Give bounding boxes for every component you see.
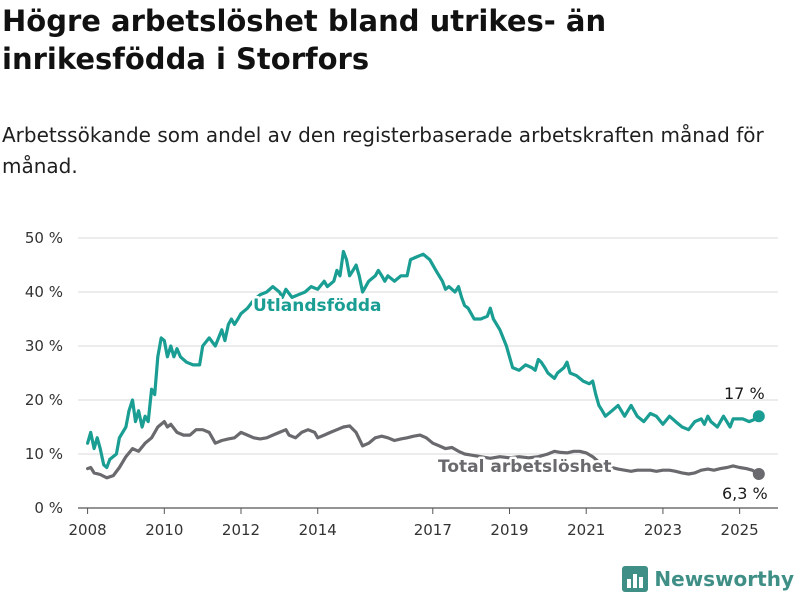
brand-name: Newsworthy	[654, 567, 794, 591]
x-tick-label: 2025	[721, 521, 759, 539]
newsworthy-logo: Newsworthy	[622, 566, 794, 592]
end-point-foreign	[752, 410, 765, 423]
y-tick-label: 50 %	[25, 229, 63, 247]
end-label-foreign: 17 %	[724, 384, 765, 403]
y-tick-label: 30 %	[25, 337, 63, 355]
x-tick-label: 2019	[490, 521, 528, 539]
series-line-foreign	[86, 249, 761, 470]
x-tick-label: 2008	[68, 521, 106, 539]
y-axis-ticks: 0 % 10 % 20 % 30 % 40 % 50 %	[25, 229, 63, 517]
series-line-total	[86, 420, 761, 480]
x-tick-label: 2014	[299, 521, 337, 539]
gridlines	[78, 237, 778, 509]
series-label-foreign: Utlandsfödda	[253, 296, 382, 316]
y-tick-label: 40 %	[25, 283, 63, 301]
x-tick-label: 2017	[414, 521, 452, 539]
bar-chart-icon	[622, 566, 649, 592]
y-tick-label: 0 %	[34, 499, 63, 517]
chart-title: Högre arbetslöshet bland utrikes- än inr…	[2, 4, 607, 76]
series-group	[86, 249, 765, 480]
end-label-total: 6,3 %	[722, 484, 768, 503]
y-tick-label: 20 %	[25, 391, 63, 409]
x-tick-label: 2023	[644, 521, 682, 539]
series-label-total: Total arbetslöshet	[438, 457, 612, 477]
x-tick-label: 2012	[222, 521, 260, 539]
y-tick-label: 10 %	[25, 445, 63, 463]
x-tick-label: 2021	[567, 521, 605, 539]
x-tick-label: 2010	[145, 521, 183, 539]
end-point-total	[752, 467, 765, 480]
chart-subtitle: Arbetssökande som andel av den registerb…	[2, 123, 764, 178]
x-axis-ticks: 2008 2010 2012 2014 2017 2019 2021 2023 2025	[68, 508, 759, 539]
